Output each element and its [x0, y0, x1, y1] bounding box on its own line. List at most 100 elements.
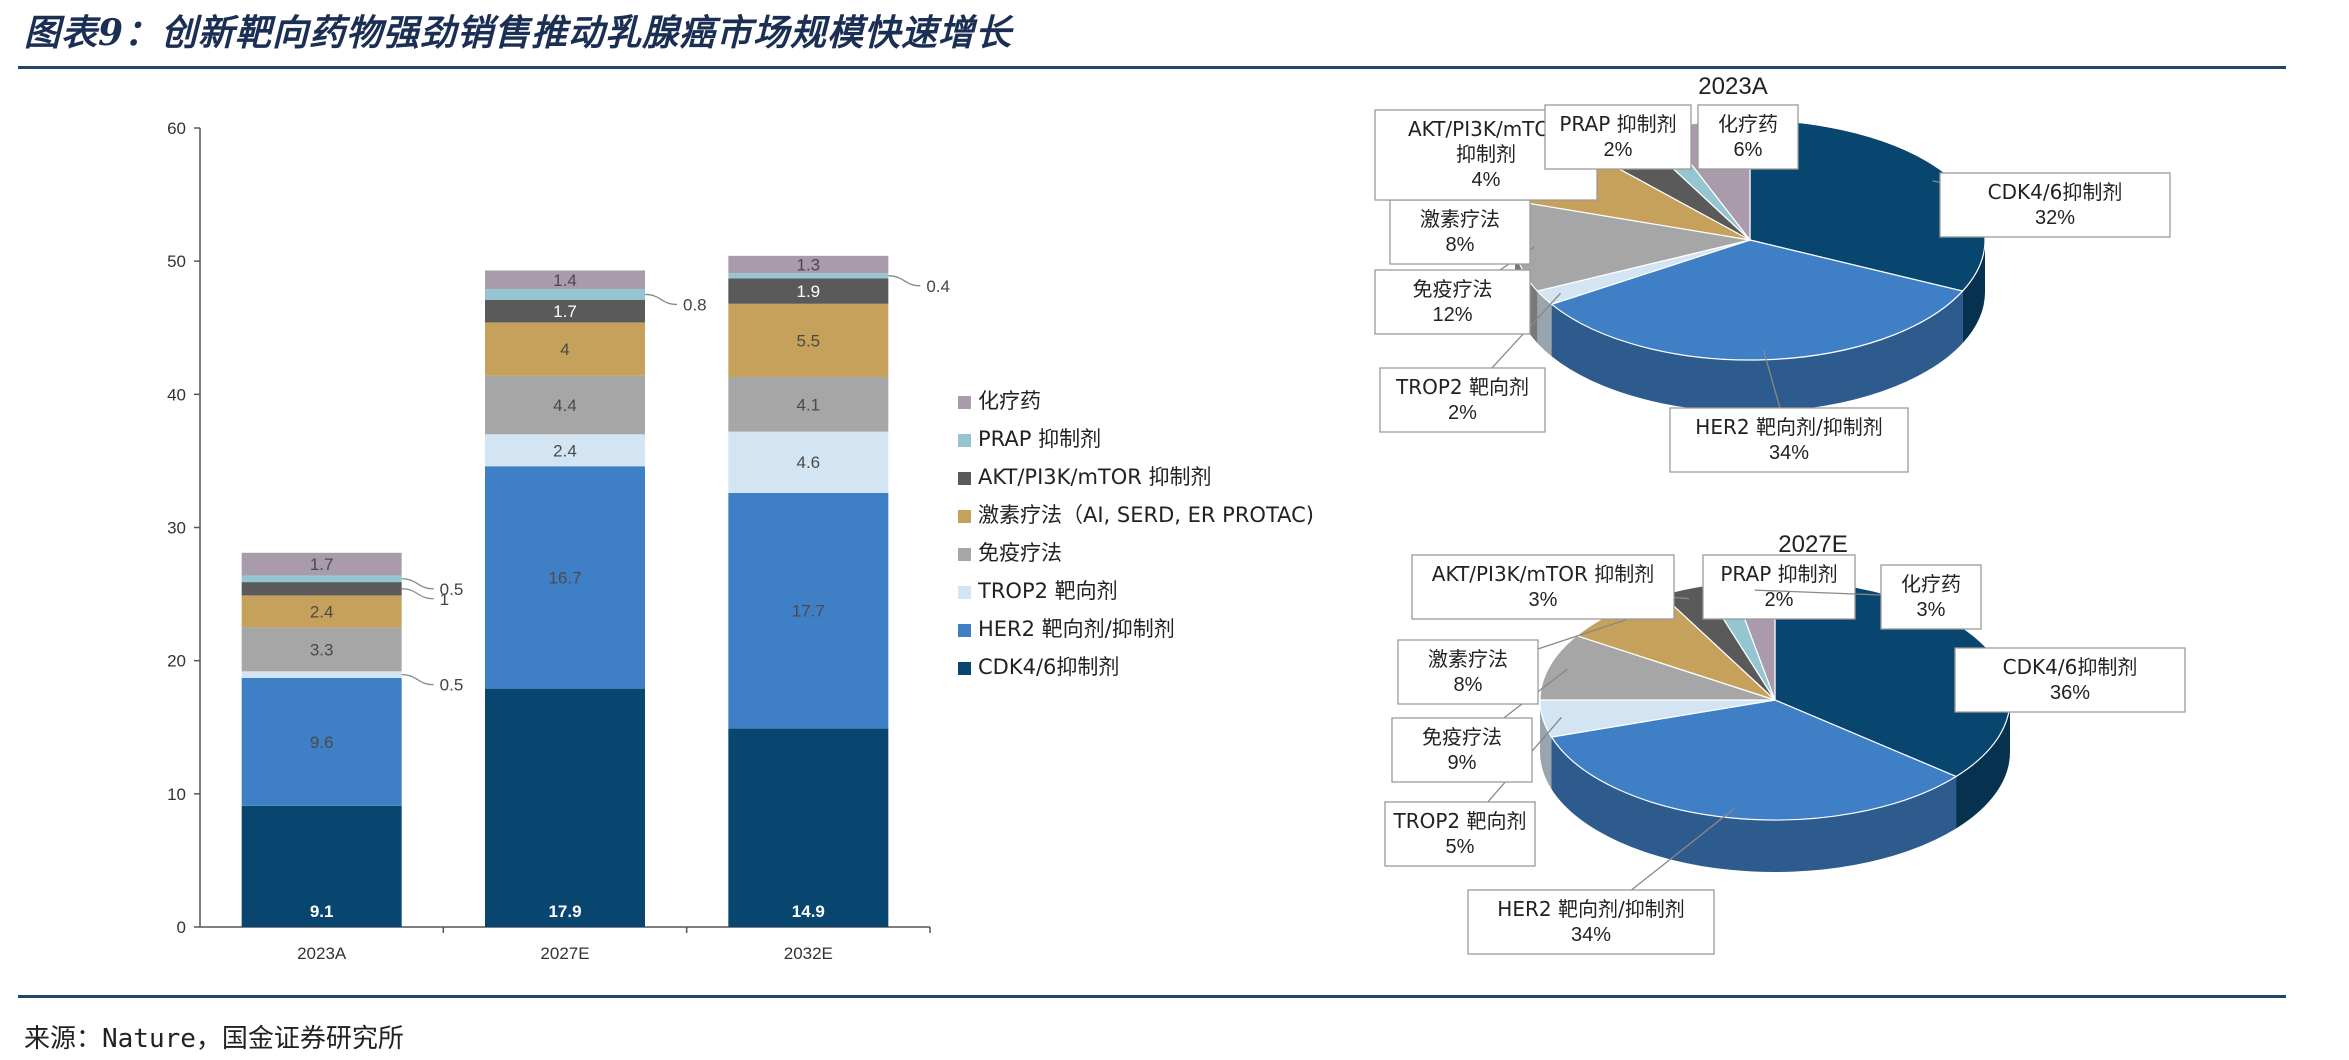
callout-name: HER2 靶向剂/抑制剂: [1497, 897, 1684, 921]
pie-title: 2027E: [1778, 531, 1847, 558]
callout-name: 免疫疗法: [1413, 277, 1493, 301]
y-tick-label: 10: [167, 785, 186, 804]
callout-percent: 5%: [1446, 836, 1475, 858]
legend-swatch: [958, 624, 971, 637]
callout-box: [1389, 199, 1531, 265]
data-label: 1.7: [310, 555, 334, 574]
callout-name: 抑制剂: [1456, 142, 1516, 166]
bar-segment: [485, 270, 645, 290]
callout-name: PRAP 抑制剂: [1720, 562, 1837, 586]
legend-swatch: [958, 434, 971, 447]
legend-swatch: [958, 396, 971, 409]
pie-side: [1551, 291, 1963, 413]
legend-label: 激素疗法（AI, SERD, ER PROTAC): [978, 503, 1314, 527]
data-label: 2.4: [553, 441, 577, 460]
x-tick-label: 2032E: [784, 944, 833, 963]
pie-title: 2023A: [1698, 73, 1767, 100]
bar-segment: [728, 492, 889, 729]
callout-percent: 8%: [1454, 674, 1483, 696]
data-label: 0.8: [683, 295, 707, 314]
callout-box: [1702, 554, 1856, 620]
bar-segment: [728, 255, 889, 274]
callout-box: [1544, 104, 1692, 170]
bar-segment: [241, 677, 402, 806]
pie-slice: [1539, 635, 1776, 701]
callout-percent: 2%: [1604, 139, 1633, 161]
bar-segment: [728, 303, 889, 378]
callout-box: [1697, 104, 1799, 170]
y-tick-label: 40: [167, 385, 186, 404]
callout-percent: 2%: [1765, 589, 1794, 611]
top-divider: [18, 66, 2286, 69]
callout-box: [1397, 639, 1539, 705]
source-note: 来源：Nature，国金证券研究所: [24, 1024, 404, 1054]
callout-name: PRAP 抑制剂: [1559, 112, 1676, 136]
callout-percent: 4%: [1472, 169, 1501, 191]
bar-segment: [485, 434, 645, 467]
bar-segment: [241, 552, 402, 576]
callout-box: [1880, 564, 1982, 630]
callout-percent: 3%: [1917, 599, 1946, 621]
callout-percent: 12%: [1432, 304, 1472, 326]
stacked-bar-chart: 01020304050602023A9.19.60.53.32.410.51.7…: [167, 119, 950, 963]
bar-segment: [485, 299, 645, 323]
data-label-leader: [888, 275, 921, 287]
callout-box: [1939, 172, 2171, 238]
data-label: 4.6: [797, 453, 821, 472]
callout-percent: 2%: [1448, 402, 1477, 424]
bar-segment: [485, 375, 645, 435]
legend-swatch: [958, 548, 971, 561]
callout-box: [1384, 801, 1536, 867]
bar-segment: [485, 289, 645, 300]
legend-swatch: [958, 510, 971, 523]
callout-name: AKT/PI3K/mTOR: [1408, 117, 1564, 141]
bar-segment: [485, 688, 645, 927]
data-label: 0.5: [440, 676, 464, 695]
pie-side: [1962, 240, 1985, 344]
bar-segment: [485, 466, 645, 689]
data-label: 1.9: [797, 282, 821, 301]
legend-label: 化疗药: [978, 390, 1041, 413]
data-label-leader: [401, 673, 434, 686]
data-label: 4.4: [553, 396, 577, 415]
callout-box: [1954, 647, 2186, 713]
x-tick-label: 2027E: [540, 944, 589, 963]
data-label: 14.9: [792, 902, 825, 921]
bar-segment: [241, 595, 402, 628]
legend-swatch: [958, 662, 971, 675]
pie-chart-2027e: 2027E CDK4/6抑制剂 36% HER2 靶向剂/抑制剂 34% TROP2 靶向…: [1384, 531, 2186, 955]
data-label: 1: [440, 590, 449, 609]
bar-segment: [241, 627, 402, 672]
bar-segment: [728, 273, 889, 279]
legend-label: CDK4/6抑制剂: [978, 655, 1119, 679]
callout-name: TROP2 靶向剂: [1393, 809, 1527, 833]
pie-side: [1551, 737, 1957, 872]
callout-box: [1379, 367, 1546, 433]
data-label: 9.6: [310, 733, 334, 752]
bar-segment: [728, 278, 889, 304]
y-tick-label: 50: [167, 252, 186, 271]
data-label: 4: [560, 340, 569, 359]
callout-percent: 6%: [1734, 139, 1763, 161]
y-tick-label: 30: [167, 519, 186, 538]
data-label: 0.4: [926, 277, 950, 296]
bottom-divider: [18, 995, 2286, 998]
legend-swatch: [958, 472, 971, 485]
data-label: 9.1: [310, 902, 334, 921]
callout-percent: 34%: [1571, 924, 1611, 946]
pie-side: [1956, 700, 2010, 829]
callout-percent: 8%: [1446, 234, 1475, 256]
pie-slice: [1550, 239, 1964, 361]
bar-segment: [241, 805, 402, 927]
legend-swatch: [958, 586, 971, 599]
bar-segment: [728, 377, 889, 432]
callout-percent: 34%: [1769, 442, 1809, 464]
pie-slice: [1550, 699, 1958, 821]
callout-box: [1467, 889, 1715, 955]
y-tick-label: 0: [177, 918, 186, 937]
legend-label: TROP2 靶向剂: [977, 579, 1118, 603]
callout-box: [1391, 717, 1533, 783]
data-label: 17.9: [548, 902, 581, 921]
bar-segment: [241, 575, 402, 583]
